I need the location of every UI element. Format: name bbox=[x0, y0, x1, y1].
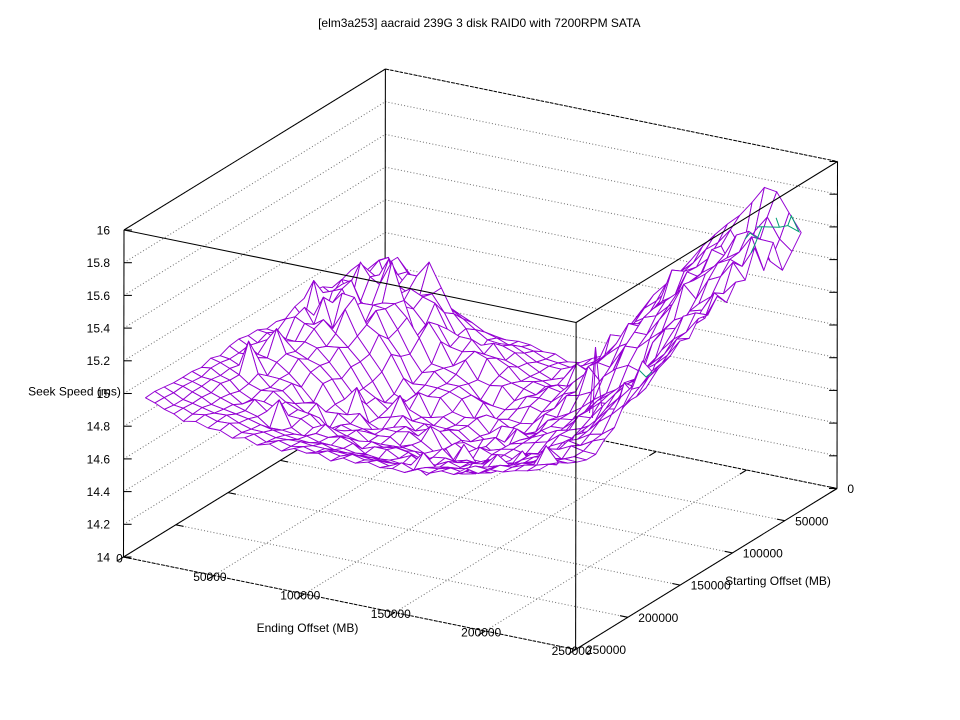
svg-text:150000: 150000 bbox=[691, 579, 731, 593]
svg-text:250000: 250000 bbox=[552, 644, 592, 658]
svg-text:100000: 100000 bbox=[280, 589, 320, 603]
svg-text:50000: 50000 bbox=[193, 570, 227, 584]
svg-text:15: 15 bbox=[97, 387, 111, 401]
svg-text:15.6: 15.6 bbox=[87, 289, 111, 303]
svg-text:[elm3a253] aacraid 239G 3 disk: [elm3a253] aacraid 239G 3 disk RAID0 wit… bbox=[318, 16, 640, 30]
svg-text:250000: 250000 bbox=[586, 643, 626, 657]
svg-text:0: 0 bbox=[116, 552, 123, 566]
svg-text:Starting Offset (MB): Starting Offset (MB) bbox=[725, 574, 831, 588]
svg-text:15.8: 15.8 bbox=[87, 256, 111, 270]
svg-text:15.2: 15.2 bbox=[87, 354, 111, 368]
svg-text:100000: 100000 bbox=[743, 547, 783, 561]
svg-text:14.8: 14.8 bbox=[87, 420, 111, 434]
svg-text:14.6: 14.6 bbox=[87, 452, 111, 466]
svg-text:14.4: 14.4 bbox=[87, 485, 111, 499]
svg-text:150000: 150000 bbox=[371, 607, 411, 621]
svg-text:200000: 200000 bbox=[638, 611, 678, 625]
svg-text:14: 14 bbox=[97, 550, 111, 564]
svg-text:50000: 50000 bbox=[795, 514, 829, 528]
svg-text:15.4: 15.4 bbox=[87, 322, 111, 336]
svg-text:16: 16 bbox=[97, 223, 111, 237]
svg-text:0: 0 bbox=[847, 482, 854, 496]
svg-text:Ending Offset (MB): Ending Offset (MB) bbox=[257, 621, 359, 635]
svg-text:200000: 200000 bbox=[461, 626, 501, 640]
svg-text:14.2: 14.2 bbox=[87, 518, 111, 532]
svg-text:Seek Speed (ms): Seek Speed (ms) bbox=[28, 385, 121, 399]
